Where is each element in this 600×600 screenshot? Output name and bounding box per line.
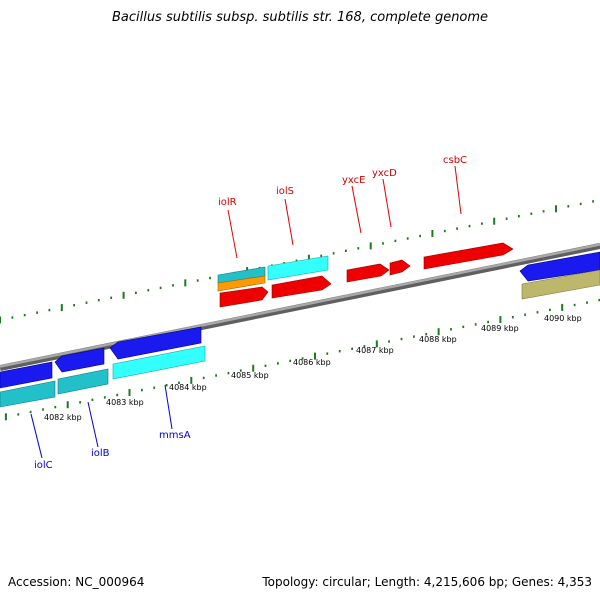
genome-backbone bbox=[0, 243, 600, 371]
gene-iolB-arrow[interactable] bbox=[54, 347, 105, 373]
gene-mmsA-arrow[interactable] bbox=[109, 326, 202, 360]
cds-iolR-orange[interactable] bbox=[217, 275, 266, 292]
gene-label-yxcD: yxcD bbox=[372, 168, 397, 179]
gene-iolC-arrow[interactable] bbox=[0, 361, 53, 389]
right-edge-features bbox=[519, 251, 600, 300]
reverse-gene-track bbox=[0, 326, 202, 389]
reverse-cds-track bbox=[0, 345, 206, 408]
upper-tick-track bbox=[0, 200, 594, 324]
forward-gene-track bbox=[219, 242, 514, 308]
cds-iolC-teal[interactable] bbox=[0, 380, 56, 408]
page-title: Bacillus subtilis subsp. subtilis str. 1… bbox=[111, 10, 489, 25]
gene-label-iolS: iolS bbox=[276, 186, 294, 197]
gene-label-yxcE: yxcE bbox=[342, 175, 365, 186]
tick-label-4083: 4083 kbp bbox=[106, 398, 144, 407]
gene-label-mmsA: mmsA bbox=[159, 430, 191, 441]
tick-label-4087: 4087 kbp bbox=[356, 346, 394, 355]
gene-label-iolR: iolR bbox=[218, 197, 237, 208]
gene-label-iolC: iolC bbox=[34, 460, 53, 471]
forward-cds-track bbox=[217, 255, 329, 292]
reverse-gene-labels: iolC iolB mmsA bbox=[30, 384, 191, 471]
gene-csbC-arrow[interactable] bbox=[423, 242, 514, 270]
tick-label-4082: 4082 kbp bbox=[44, 413, 82, 422]
forward-gene-labels: iolR iolS yxcE yxcD csbC bbox=[218, 155, 467, 259]
accession-text: Accession: NC_000964 bbox=[8, 575, 145, 589]
tick-label-4089: 4089 kbp bbox=[481, 324, 519, 333]
genome-summary-text: Topology: circular; Length: 4,215,606 bp… bbox=[262, 575, 592, 589]
gene-iolR-arrow[interactable] bbox=[219, 286, 269, 308]
tick-label-4090: 4090 kbp bbox=[544, 314, 582, 323]
ruler-labels: 4082 kbp 4083 kbp 4084 kbp 4085 kbp 4086… bbox=[44, 314, 582, 422]
cds-mmsA-cyan[interactable] bbox=[112, 345, 206, 380]
tick-label-4086: 4086 kbp bbox=[293, 358, 331, 367]
cds-iolS-cyan[interactable] bbox=[267, 255, 329, 281]
reverse-gene-right[interactable] bbox=[519, 251, 600, 282]
cds-khaki-right[interactable] bbox=[521, 269, 600, 300]
gene-yxcE-arrow[interactable] bbox=[346, 263, 390, 283]
lower-tick-track bbox=[4, 298, 600, 421]
gene-yxcD-arrow[interactable] bbox=[389, 259, 411, 276]
tick-label-4085: 4085 kbp bbox=[231, 371, 269, 380]
gene-label-csbC: csbC bbox=[443, 155, 467, 166]
tick-label-4084: 4084 kbp bbox=[169, 383, 207, 392]
gene-iolS-arrow[interactable] bbox=[271, 275, 332, 299]
cds-iolB-teal[interactable] bbox=[57, 368, 109, 395]
tick-label-4088: 4088 kbp bbox=[419, 335, 457, 344]
gene-label-iolB: iolB bbox=[91, 448, 110, 459]
